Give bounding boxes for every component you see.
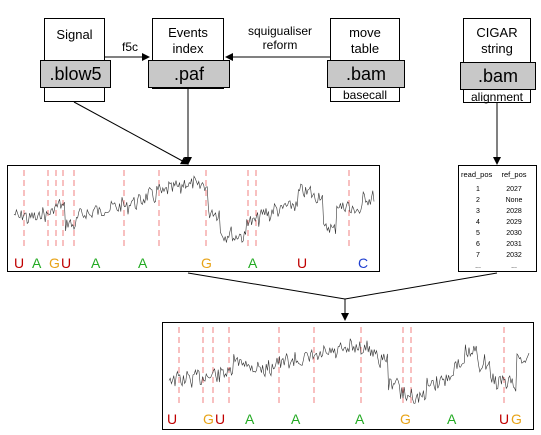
move-title-line2: table bbox=[350, 41, 380, 56]
base-label: G bbox=[201, 255, 212, 271]
move-bam-format-label: .bam bbox=[327, 60, 405, 88]
signal-path bbox=[168, 338, 530, 404]
base-label: A bbox=[32, 255, 42, 271]
signal-title: Signal bbox=[56, 27, 93, 42]
cigar-title-line1: CIGAR bbox=[476, 25, 518, 40]
squigualiser-label-line1: squigualiser bbox=[247, 24, 313, 38]
cigar-string-box: CIGAR string .bam alignment bbox=[460, 18, 536, 104]
base-label: U bbox=[61, 255, 72, 271]
read-pos-cell: ... bbox=[475, 263, 481, 270]
table-row: ...... bbox=[459, 261, 536, 272]
signal-trace-top bbox=[13, 170, 375, 249]
line-table-to-merge bbox=[344, 272, 498, 300]
read-pos-cell: 1 bbox=[476, 186, 480, 193]
base-label: G bbox=[511, 411, 522, 427]
line-panel-to-merge bbox=[187, 272, 346, 300]
table-row: 4 2029 bbox=[459, 217, 536, 228]
base-label: A bbox=[291, 411, 301, 427]
signal-trace-bottom bbox=[168, 327, 530, 405]
base-label: G bbox=[203, 411, 214, 427]
alignment-label: alignment bbox=[470, 90, 524, 104]
base-label: A bbox=[447, 411, 457, 427]
events-index-box: Events index .paf bbox=[148, 18, 230, 89]
squigualiser-label-line2: reform bbox=[262, 38, 298, 52]
base-label: A bbox=[138, 255, 148, 271]
ref-pos-cell: 2029 bbox=[506, 219, 522, 226]
move-table-box: move table .bam basecall bbox=[327, 18, 405, 102]
read-pos-cell: 4 bbox=[476, 219, 480, 226]
paf-format-label: .paf bbox=[148, 60, 230, 88]
header-read-pos: read_pos bbox=[461, 170, 493, 179]
base-label: A bbox=[91, 255, 101, 271]
basecall-label: basecall bbox=[342, 88, 388, 102]
read-pos-cell: 5 bbox=[476, 230, 480, 237]
f5c-label: f5c bbox=[121, 40, 138, 54]
read-pos-cell: 3 bbox=[476, 208, 480, 215]
read-pos-cell: 6 bbox=[476, 241, 480, 248]
table-header: read_pos ref_pos bbox=[459, 169, 536, 180]
ref-pos-cell: 2028 bbox=[506, 208, 522, 215]
table-row: 2 None bbox=[459, 195, 536, 206]
base-label: A bbox=[248, 255, 258, 271]
header-ref-pos: ref_pos bbox=[501, 170, 527, 179]
ref-pos-cell: 2032 bbox=[506, 252, 522, 259]
events-title-line2: index bbox=[172, 41, 204, 56]
table-row: 3 2028 bbox=[459, 206, 536, 217]
position-table: read_pos ref_pos 1 2027 2 None 3 2028 4 2029 5 20… bbox=[458, 165, 537, 272]
ref-pos-cell: ... bbox=[511, 263, 517, 270]
base-label: A bbox=[245, 411, 255, 427]
base-label: U bbox=[14, 255, 25, 271]
base-label: U bbox=[167, 411, 178, 427]
table-row: 6 2031 bbox=[459, 239, 536, 250]
ref-pos-cell: 2031 bbox=[506, 241, 522, 248]
base-label: U bbox=[499, 411, 510, 427]
read-pos-cell: 7 bbox=[476, 252, 480, 259]
events-title-line1: Events bbox=[168, 25, 208, 40]
base-label: C bbox=[358, 255, 369, 271]
signal-path bbox=[13, 175, 375, 243]
table-row: 7 2032 bbox=[459, 250, 536, 261]
ref-pos-cell: 2030 bbox=[506, 230, 522, 237]
signal-box: Signal .blow5 bbox=[40, 18, 111, 102]
blow5-format-label: .blow5 bbox=[40, 60, 111, 88]
table-row: 5 2030 bbox=[459, 228, 536, 239]
arrow-signal-to-panel bbox=[73, 101, 189, 165]
table-row: 1 2027 bbox=[459, 184, 536, 195]
base-label: A bbox=[355, 411, 365, 427]
ref-pos-cell: None bbox=[505, 197, 523, 204]
move-title-line1: move bbox=[349, 25, 381, 40]
ref-pos-cell: 2027 bbox=[506, 186, 522, 193]
cigar-title-line2: string bbox=[481, 41, 513, 56]
base-label: G bbox=[400, 411, 411, 427]
cigar-bam-format-label: .bam bbox=[460, 62, 536, 90]
base-label: U bbox=[297, 255, 308, 271]
base-label: G bbox=[49, 255, 60, 271]
read-pos-cell: 2 bbox=[476, 197, 480, 204]
base-label: U bbox=[215, 411, 226, 427]
